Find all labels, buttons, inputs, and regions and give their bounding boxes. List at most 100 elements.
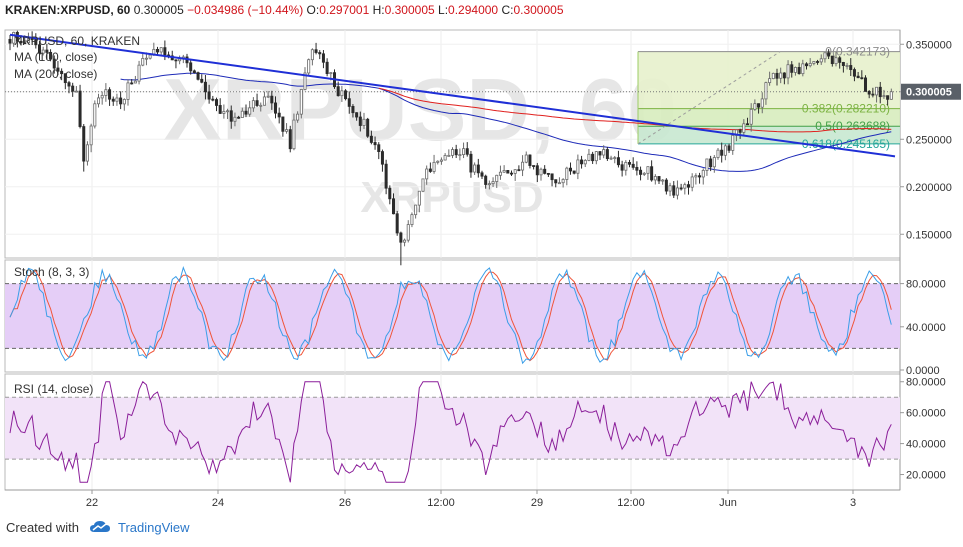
candle-body — [742, 123, 746, 133]
candle-body — [679, 187, 683, 190]
stoch-k-line — [9, 266, 892, 365]
candle-body — [85, 144, 89, 162]
candle-body — [838, 57, 842, 63]
candle-body — [174, 59, 178, 62]
high-label: H: — [372, 3, 385, 17]
candle-body — [325, 61, 329, 74]
candle-body — [439, 159, 443, 162]
candle-body — [602, 149, 606, 156]
candle-body — [764, 82, 768, 100]
candle-body — [296, 113, 300, 121]
candle-body — [277, 112, 281, 118]
candle-body — [399, 232, 403, 243]
last-price-tag: 0.300005 — [906, 87, 952, 99]
candle-body — [532, 165, 536, 167]
candle-body — [583, 159, 587, 165]
tradingview-brand[interactable]: TradingView — [118, 520, 190, 535]
rsi-band — [5, 397, 900, 460]
candle-body — [668, 185, 672, 192]
candle-body — [487, 183, 491, 186]
x-axis-label-7: 3 — [850, 497, 856, 509]
candle-body — [203, 81, 207, 93]
stoch-y-label-2: 0.0000 — [906, 365, 940, 377]
candle-body — [554, 179, 558, 184]
candle-body — [852, 69, 856, 77]
candle-body — [388, 187, 392, 200]
candle-body — [310, 49, 314, 61]
candle-body — [830, 55, 834, 65]
candle-body — [410, 214, 414, 225]
candle-body — [484, 175, 488, 185]
candle-body — [137, 64, 141, 82]
candle-body — [771, 72, 775, 80]
tradingview-cloud-icon — [89, 520, 111, 537]
candle-body — [797, 67, 801, 75]
candle-body — [133, 80, 137, 84]
watermark-small: XRPUSD — [360, 173, 543, 222]
candle-body — [782, 72, 786, 79]
candle-body — [661, 179, 665, 182]
rsi-y-label-0: 80.0000 — [906, 377, 946, 389]
candle-body — [60, 70, 64, 75]
candle-body — [727, 145, 731, 151]
candle-body — [163, 47, 167, 56]
candle-body — [74, 90, 78, 93]
candle-body — [639, 169, 643, 175]
candle-body — [712, 157, 716, 168]
price-y-label-0: 0.350000 — [906, 39, 952, 51]
candle-body — [616, 157, 620, 166]
candle-body — [550, 173, 554, 181]
candle-body — [443, 155, 447, 161]
candle-body — [849, 65, 853, 70]
stoch-y-label-1: 40.0000 — [906, 322, 946, 334]
candle-body — [122, 99, 126, 105]
candle-body — [875, 86, 879, 96]
ma-100-label: MA (100, close) — [14, 50, 97, 64]
candle-body — [307, 59, 311, 74]
candle-body — [642, 172, 646, 175]
candle-body — [535, 165, 539, 176]
close-value: 0.300005 — [513, 3, 564, 17]
candle-body — [528, 154, 532, 166]
candle-body — [867, 91, 871, 95]
candle-body — [406, 224, 410, 241]
candle-body — [524, 154, 528, 163]
candle-body — [561, 179, 565, 184]
candle-body — [358, 116, 362, 126]
rsi-y-label-1: 60.0000 — [906, 408, 946, 420]
symbol-label: KRAKEN:XRPUSD, 60 — [5, 3, 131, 17]
candle-body — [351, 105, 355, 114]
candle-body — [262, 96, 266, 106]
candle-body — [683, 184, 687, 189]
candle-body — [631, 163, 635, 168]
candle-body — [495, 174, 499, 182]
chart-header: KRAKEN:XRPUSD, 60 0.300005 −0.034986 (−1… — [5, 3, 564, 17]
candle-body — [546, 172, 550, 175]
open-value: 0.297001 — [319, 3, 370, 17]
candle-body — [594, 151, 598, 162]
candle-body — [738, 129, 742, 133]
candle-body — [458, 154, 462, 157]
candle-body — [576, 159, 580, 174]
candle-body — [119, 97, 123, 105]
candle-body — [366, 118, 370, 137]
candle-body — [321, 53, 325, 63]
candle-body — [698, 175, 702, 178]
x-axis-label-0: 22 — [86, 497, 98, 509]
x-axis-label-6: Jun — [719, 497, 737, 509]
candle-body — [255, 100, 259, 106]
candle-body — [108, 89, 112, 100]
candle-body — [23, 42, 27, 45]
candle-body — [804, 63, 809, 67]
candle-body — [63, 73, 67, 84]
candle-body — [543, 168, 547, 174]
candle-body — [270, 95, 274, 104]
candle-body — [126, 82, 130, 100]
candle-body — [189, 62, 193, 72]
candle-body — [646, 166, 650, 174]
candle-body — [473, 164, 477, 173]
price-y-label-2: 0.250000 — [906, 134, 952, 146]
candle-body — [598, 151, 602, 156]
